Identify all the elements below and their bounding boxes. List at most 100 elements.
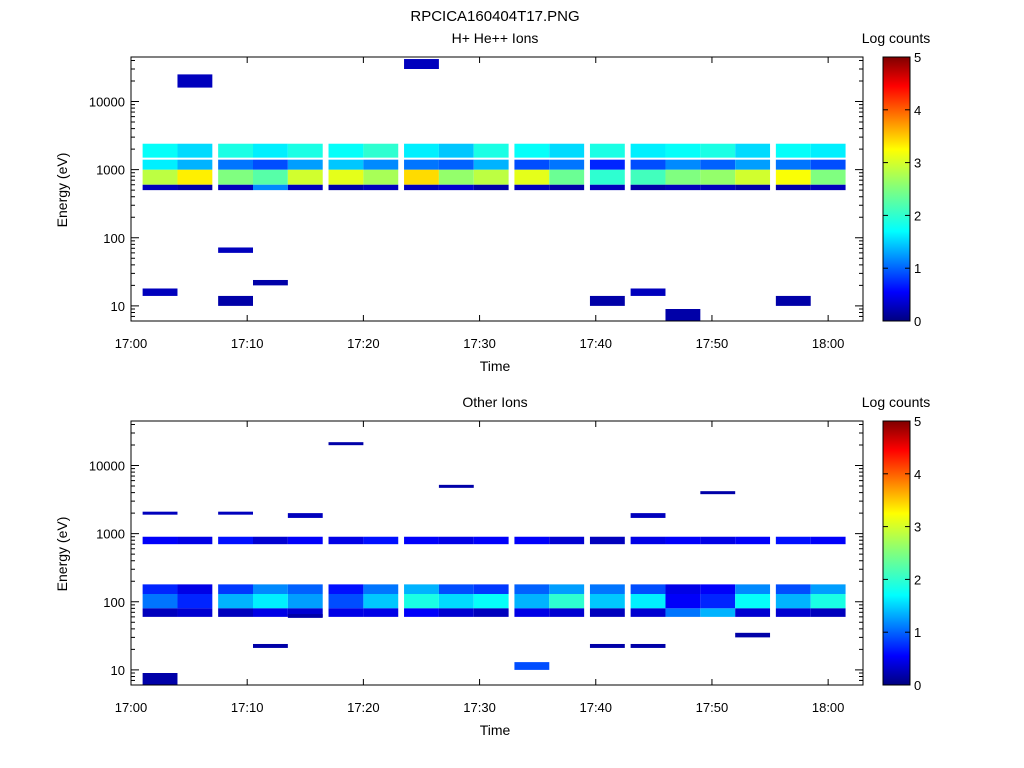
heatmap-cell xyxy=(810,584,846,594)
heatmap-cell xyxy=(514,169,550,185)
x-tick-label: 17:20 xyxy=(347,336,380,351)
heatmap-cell xyxy=(218,608,253,617)
heatmap-cell xyxy=(700,143,736,158)
heatmap-cell xyxy=(328,184,364,191)
heatmap-cell xyxy=(404,608,439,617)
heatmap-cell xyxy=(142,536,178,545)
x-tick-label: 17:20 xyxy=(347,700,380,715)
heatmap-cell xyxy=(287,614,323,618)
heatmap-cell xyxy=(549,184,585,191)
heatmap-cell xyxy=(438,484,474,488)
heatmap-cell xyxy=(589,584,625,594)
heatmap-cell xyxy=(287,184,323,191)
heatmap-cell xyxy=(253,159,288,170)
heatmap-cell xyxy=(363,593,399,609)
heatmap-cell xyxy=(589,169,625,185)
heatmap-cell xyxy=(287,513,323,518)
heatmap-cell xyxy=(473,184,509,191)
heatmap-cell xyxy=(142,159,178,170)
y-axis-label: Energy (eV) xyxy=(54,517,70,592)
heatmap-cell xyxy=(142,143,178,158)
heatmap-cell xyxy=(630,169,666,185)
heatmap-cell xyxy=(404,143,439,158)
heatmap-cell xyxy=(775,184,811,191)
heatmap-cell xyxy=(514,184,550,191)
heatmap-cell xyxy=(589,184,625,191)
heatmap-cell xyxy=(775,169,811,185)
heatmap-cell xyxy=(810,169,846,185)
heatmap-cell xyxy=(473,584,509,594)
heatmap-cell xyxy=(328,593,364,609)
heatmap-cell xyxy=(665,143,701,158)
y-tick-label: 10000 xyxy=(89,459,125,474)
heatmap-cell xyxy=(404,59,439,69)
heatmap-cell xyxy=(404,593,439,609)
heatmap-cell xyxy=(700,536,736,545)
y-tick-label: 100 xyxy=(103,231,125,246)
x-tick-label: 17:40 xyxy=(579,700,612,715)
plot-frame xyxy=(130,56,864,322)
heatmap-cell xyxy=(665,159,701,170)
heatmap-cell xyxy=(665,184,701,191)
heatmap-cell xyxy=(700,159,736,170)
heatmap-cell xyxy=(514,536,550,545)
heatmap-cell xyxy=(253,184,288,191)
heatmap-cell xyxy=(589,159,625,170)
heatmap-cell xyxy=(328,442,364,446)
heatmap-cell xyxy=(438,159,474,170)
heatmap-cell xyxy=(700,584,736,594)
heatmap-cell xyxy=(473,159,509,170)
heatmap-cell xyxy=(549,143,585,158)
heatmap-cell xyxy=(438,584,474,594)
heatmap-cell xyxy=(665,593,701,609)
x-tick-label: 18:00 xyxy=(812,336,845,351)
heatmap-cell xyxy=(438,184,474,191)
x-tick-label: 18:00 xyxy=(812,700,845,715)
heatmap-cell xyxy=(735,584,771,594)
heatmap-cell xyxy=(328,608,364,617)
heatmap-cell xyxy=(177,74,213,88)
colorbar-tick-label: 2 xyxy=(914,572,921,587)
heatmap-cell xyxy=(177,159,213,170)
heatmap-cell xyxy=(218,143,253,158)
heatmap-cell xyxy=(630,143,666,158)
heatmap-cell xyxy=(514,593,550,609)
heatmap-cell xyxy=(363,584,399,594)
heatmap-cell xyxy=(142,673,178,685)
heatmap-cell xyxy=(218,584,253,594)
heatmap-cell xyxy=(473,536,509,545)
heatmap-cell xyxy=(549,159,585,170)
heatmap-cell xyxy=(438,536,474,545)
heatmap-cell xyxy=(630,643,666,648)
heatmap-cell xyxy=(735,536,771,545)
heatmap-cell xyxy=(142,288,178,296)
colorbar-tick-label: 0 xyxy=(914,314,921,329)
colorbar xyxy=(882,56,911,322)
colorbar-tick-label: 4 xyxy=(914,467,921,482)
heatmap-cell xyxy=(218,593,253,609)
heatmap-cell xyxy=(589,608,625,617)
heatmap-cell xyxy=(514,584,550,594)
y-tick-label: 10000 xyxy=(89,95,125,110)
heatmap-cell xyxy=(630,288,666,296)
heatmap-cell xyxy=(328,584,364,594)
plot-frame xyxy=(130,420,864,686)
panel-other-ions: Other Ions Time Energy (eV) Log counts 1… xyxy=(54,394,930,738)
x-tick-label: 17:00 xyxy=(115,336,148,351)
heatmap-cell xyxy=(630,159,666,170)
heatmap-cell xyxy=(177,536,213,545)
heatmap-cell xyxy=(404,159,439,170)
heatmap-cell xyxy=(253,584,288,594)
heatmap-cell xyxy=(589,295,625,306)
heatmap-cell xyxy=(514,662,550,670)
heatmap-cell xyxy=(142,608,178,617)
heatmap-cell xyxy=(287,593,323,609)
colorbar-label: Log counts xyxy=(862,394,931,410)
y-tick-label: 1000 xyxy=(96,163,125,178)
y-tick-label: 100 xyxy=(103,595,125,610)
heatmap-cell xyxy=(700,184,736,191)
y-tick-label: 10 xyxy=(111,299,125,314)
heatmap-cell xyxy=(404,536,439,545)
heatmap-cell xyxy=(735,159,771,170)
x-tick-label: 17:00 xyxy=(115,700,148,715)
